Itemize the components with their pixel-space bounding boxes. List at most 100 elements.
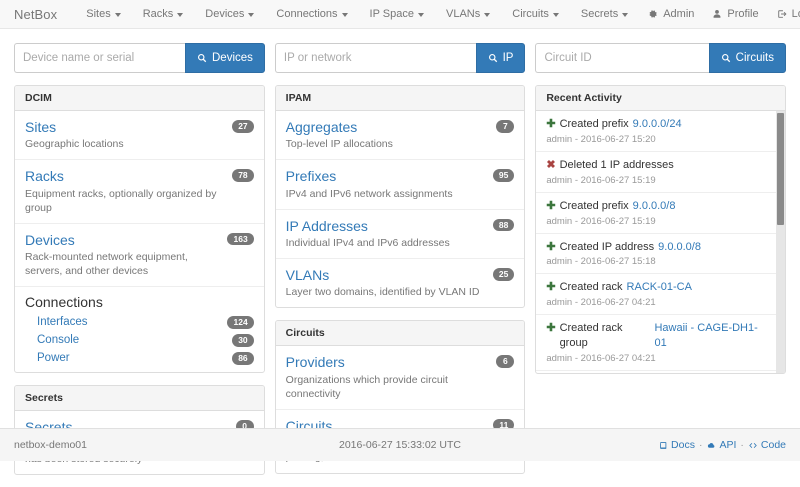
- chevron-down-icon: [114, 12, 121, 17]
- stat-link-providers[interactable]: Providers: [285, 354, 345, 371]
- activity-object-link[interactable]: 9.0.0.0/8: [658, 240, 701, 253]
- footer-link-label: Code: [760, 439, 786, 451]
- activity-meta: admin - 2016-06-27 15:18: [546, 256, 656, 268]
- footer-link-api[interactable]: API: [706, 439, 736, 451]
- chevron-down-icon: [622, 12, 629, 17]
- logout-icon: [777, 9, 787, 19]
- stat-row-providers[interactable]: Providers Organizations which provide ci…: [275, 346, 525, 410]
- stat-link-ip-addresses[interactable]: IP Addresses: [285, 217, 368, 234]
- device-search-input[interactable]: [14, 43, 185, 73]
- activity-object-link[interactable]: Hawaii - CAGE-DH1-01: [654, 322, 758, 350]
- activity-item[interactable]: ✎ Modified device type Dell PowerEdge R6…: [536, 371, 776, 373]
- activity-object-link[interactable]: 9.0.0.0/24: [632, 118, 682, 130]
- activity-line: ✚ Created prefix 9.0.0.0/8: [546, 199, 766, 214]
- stat-badge-sites: 27: [232, 120, 254, 133]
- column-middle: IPAM Aggregates Top-level IP allocations…: [274, 85, 526, 486]
- nav-item-admin[interactable]: Admin: [639, 0, 703, 29]
- activity-action: Created prefix: [559, 118, 629, 130]
- ip-search-input[interactable]: [274, 43, 476, 73]
- nav-label: Secrets: [580, 8, 619, 20]
- connections-row-console[interactable]: Console 30: [15, 331, 264, 349]
- connections-badge-interfaces: 124: [227, 316, 254, 329]
- stat-row-devices[interactable]: Devices Rack-mounted network equipment, …: [15, 224, 264, 288]
- nav-item-devices[interactable]: Devices: [194, 0, 265, 29]
- connections-row-power[interactable]: Power 86: [15, 349, 264, 372]
- nav-item-profile[interactable]: Profile: [703, 0, 767, 29]
- footer-links: Docs · API · Code: [461, 439, 786, 451]
- footer-separator: ·: [740, 439, 744, 451]
- activity-object-link[interactable]: RACK-01-CA: [626, 281, 692, 294]
- nav-item-logout[interactable]: Log out: [768, 0, 800, 29]
- stat-badge-ip-addresses: 88: [492, 218, 515, 232]
- nav-item-vlans[interactable]: VLANs: [435, 0, 501, 29]
- nav-item-secrets[interactable]: Secrets: [570, 0, 639, 29]
- stat-link-devices[interactable]: Devices: [25, 231, 75, 248]
- activity-action: Created rack: [559, 281, 623, 294]
- nav-item-racks[interactable]: Racks: [132, 0, 195, 29]
- panel-title-dcim: DCIM: [15, 86, 264, 111]
- button-label: IP: [502, 52, 514, 64]
- stat-row-vlans[interactable]: VLANs Layer two domains, identified by V…: [276, 259, 525, 307]
- stat-desc: Layer two domains, identified by VLAN ID: [285, 286, 480, 299]
- connections-group: Connections Interfaces 124 Console 30 Po…: [15, 287, 264, 372]
- stat-link-aggregates[interactable]: Aggregates: [285, 119, 358, 135]
- stat-link-racks[interactable]: Racks: [25, 168, 64, 185]
- circuit-search-input[interactable]: [535, 43, 709, 73]
- nav-label: Devices: [205, 8, 245, 20]
- activity-object-link[interactable]: 9.0.0.0/8: [632, 199, 676, 212]
- panel-body-dcim: Sites Geographic locations 27 Racks Equi…: [15, 111, 264, 372]
- stat-link-sites[interactable]: Sites: [25, 119, 57, 135]
- nav-label: Racks: [142, 8, 174, 20]
- activity-line: ✚ Created rack RACK-01-CA: [546, 280, 766, 295]
- search-icon: [488, 53, 498, 63]
- stat-row-prefixes[interactable]: Prefixes IPv4 and IPv6 network assignmen…: [275, 160, 525, 210]
- activity-action: Created prefix: [559, 199, 629, 212]
- cross-icon: ✖: [546, 158, 556, 171]
- chevron-down-icon: [552, 12, 559, 17]
- activity-action: Created rack group: [559, 322, 623, 350]
- nav-user-menu: Admin Profile Log out: [639, 0, 800, 29]
- stat-link-prefixes[interactable]: Prefixes: [285, 168, 337, 185]
- nav-item-connections[interactable]: Connections: [265, 0, 358, 29]
- book-icon: [659, 441, 668, 450]
- panel-title-ipam: IPAM: [275, 86, 525, 111]
- nav-item-ip-space[interactable]: IP Space: [359, 0, 435, 29]
- chevron-down-icon: [248, 12, 255, 17]
- nav-item-sites[interactable]: Sites: [75, 0, 131, 29]
- stat-row-aggregates[interactable]: Aggregates Top-level IP allocations 7: [275, 111, 525, 161]
- stat-row-sites[interactable]: Sites Geographic locations 27: [15, 111, 264, 161]
- brand-logo[interactable]: NetBox: [14, 6, 58, 22]
- activity-item[interactable]: ✚ Created IP address 9.0.0.0/8 admin - 2…: [536, 234, 777, 275]
- device-search-button[interactable]: Devices: [185, 43, 265, 73]
- stat-row-racks[interactable]: Racks Equipment racks, optionally organi…: [15, 160, 264, 224]
- stat-link-vlans[interactable]: VLANs: [285, 267, 330, 284]
- connections-link-console[interactable]: Console: [37, 334, 80, 347]
- connections-link-power[interactable]: Power: [37, 352, 70, 365]
- nav-label: IP Space: [369, 8, 414, 20]
- stat-row-ip-addresses[interactable]: IP Addresses Individual IPv4 and IPv6 ad…: [275, 210, 525, 260]
- footer-separator: ·: [698, 439, 703, 451]
- footer-link-docs[interactable]: Docs: [659, 439, 695, 451]
- footer-link-code[interactable]: Code: [748, 439, 786, 451]
- activity-scrollbar[interactable]: [776, 111, 786, 373]
- nav-label: VLANs: [446, 8, 481, 20]
- activity-item[interactable]: ✚ Created prefix 9.0.0.0/24 admin - 2016…: [536, 111, 777, 152]
- footer-link-label: Docs: [671, 439, 695, 451]
- nav-item-circuits[interactable]: Circuits: [501, 0, 570, 29]
- activity-item[interactable]: ✚ Created rack group Hawaii - CAGE-DH1-0…: [536, 315, 777, 371]
- nav-label: Sites: [86, 8, 111, 20]
- ip-search-button[interactable]: IP: [475, 43, 526, 73]
- plus-icon: ✚: [546, 118, 556, 130]
- chevron-down-icon: [341, 12, 348, 17]
- circuit-search-group: Circuits: [535, 43, 786, 73]
- connections-link-interfaces[interactable]: Interfaces: [37, 316, 88, 329]
- chevron-down-icon: [177, 12, 184, 17]
- activity-item[interactable]: ✚ Created rack RACK-01-CA admin - 2016-0…: [536, 274, 777, 316]
- panel-title-activity: Recent Activity: [536, 86, 786, 111]
- connections-row-interfaces[interactable]: Interfaces 124: [15, 313, 264, 331]
- activity-scrollbar-thumb[interactable]: [777, 113, 785, 225]
- activity-item[interactable]: ✚ Created prefix 9.0.0.0/8 admin - 2016-…: [536, 193, 777, 234]
- circuit-search-button[interactable]: Circuits: [708, 43, 786, 73]
- activity-item[interactable]: ✖ Deleted 1 IP addresses admin - 2016-06…: [536, 152, 777, 193]
- footer-hostname: netbox-demo01: [14, 439, 87, 451]
